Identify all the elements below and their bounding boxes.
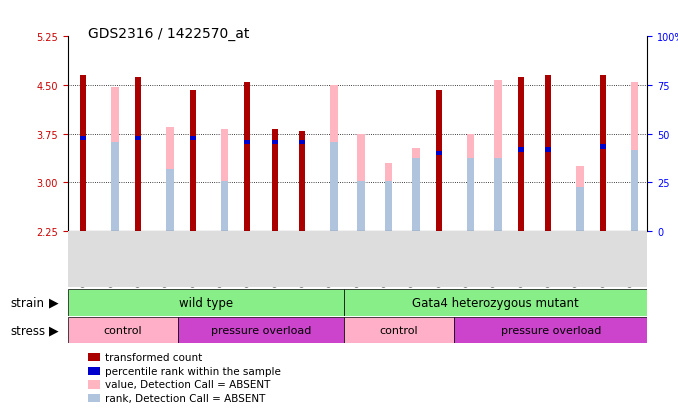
Bar <box>344 289 647 316</box>
Text: GDS2316 / 1422570_at: GDS2316 / 1422570_at <box>88 27 250 41</box>
Bar <box>599 76 605 231</box>
Text: stress: stress <box>10 324 45 337</box>
Bar <box>272 140 277 145</box>
Bar <box>190 136 195 141</box>
Bar <box>599 145 605 150</box>
Bar <box>190 91 195 231</box>
Bar <box>454 317 647 344</box>
Bar <box>68 317 178 344</box>
Text: ▶: ▶ <box>49 296 58 309</box>
Bar <box>412 158 420 231</box>
Text: wild type: wild type <box>179 296 233 309</box>
Bar <box>412 149 420 231</box>
Bar <box>517 78 523 231</box>
Bar <box>166 128 174 231</box>
Bar <box>80 136 86 141</box>
Bar <box>631 83 639 231</box>
Bar <box>576 166 584 231</box>
Bar <box>357 181 365 231</box>
Bar <box>466 134 475 231</box>
Bar <box>111 142 119 231</box>
Bar <box>135 136 141 141</box>
Bar <box>435 91 441 231</box>
Bar <box>272 130 277 231</box>
Text: control: control <box>380 325 418 335</box>
Text: value, Detection Call = ABSENT: value, Detection Call = ABSENT <box>105 380 271 389</box>
Bar <box>631 150 639 231</box>
Bar <box>330 142 338 231</box>
Bar <box>244 83 250 231</box>
Bar <box>299 140 305 145</box>
Bar <box>344 317 454 344</box>
Bar <box>68 289 344 316</box>
Bar <box>466 158 475 231</box>
Text: rank, Detection Call = ABSENT: rank, Detection Call = ABSENT <box>105 393 266 403</box>
Text: pressure overload: pressure overload <box>211 325 311 335</box>
Text: percentile rank within the sample: percentile rank within the sample <box>105 366 281 376</box>
Bar <box>220 181 228 231</box>
Bar <box>299 132 305 231</box>
Text: Gata4 heterozygous mutant: Gata4 heterozygous mutant <box>412 296 579 309</box>
Text: strain: strain <box>10 296 44 309</box>
Bar <box>244 140 250 145</box>
Text: transformed count: transformed count <box>105 352 202 362</box>
Bar <box>220 130 228 231</box>
Bar <box>178 317 344 344</box>
Bar <box>111 88 119 231</box>
Bar <box>435 152 441 156</box>
Bar <box>576 188 584 231</box>
Bar <box>384 164 393 231</box>
Bar <box>330 86 338 231</box>
Bar <box>357 134 365 231</box>
Bar <box>494 158 502 231</box>
Bar <box>517 148 523 153</box>
Bar <box>80 76 86 231</box>
Bar <box>135 78 141 231</box>
Bar <box>545 148 551 153</box>
Text: ▶: ▶ <box>49 324 58 337</box>
Text: pressure overload: pressure overload <box>500 325 601 335</box>
Bar <box>545 76 551 231</box>
Text: control: control <box>104 325 142 335</box>
Bar <box>494 81 502 231</box>
Bar <box>166 170 174 231</box>
Bar <box>384 181 393 231</box>
